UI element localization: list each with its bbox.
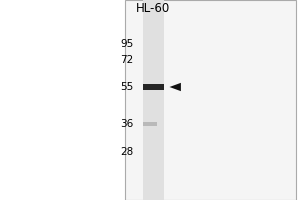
Text: 95: 95 [120,39,134,49]
Bar [142,0,164,200]
Text: 28: 28 [120,147,134,157]
Text: 72: 72 [120,55,134,65]
Text: 36: 36 [120,119,134,129]
Polygon shape [169,83,181,91]
Bar [142,84,164,90]
Text: 55: 55 [120,82,134,92]
Text: HL-60: HL-60 [136,2,170,16]
Bar [142,122,157,126]
Bar [124,0,296,200]
